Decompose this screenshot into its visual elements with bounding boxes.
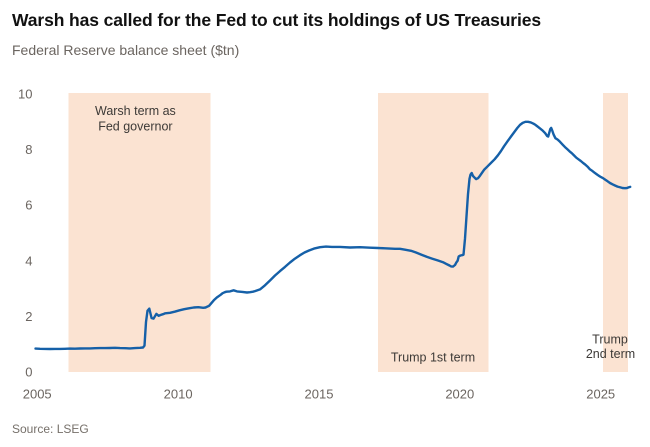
svg-text:2nd term: 2nd term [586, 347, 635, 361]
svg-text:0: 0 [25, 364, 32, 379]
svg-text:10: 10 [18, 87, 32, 102]
svg-text:8: 8 [25, 142, 32, 157]
svg-text:Warsh term as: Warsh term as [95, 104, 176, 118]
svg-text:Trump 1st term: Trump 1st term [391, 351, 475, 365]
svg-text:Trump: Trump [592, 333, 628, 347]
svg-text:2005: 2005 [23, 387, 52, 402]
svg-text:2: 2 [25, 309, 32, 324]
svg-text:6: 6 [25, 198, 32, 213]
svg-text:2010: 2010 [164, 387, 193, 402]
svg-text:Fed governor: Fed governor [98, 120, 172, 134]
svg-text:4: 4 [25, 253, 32, 268]
svg-text:2015: 2015 [305, 387, 334, 402]
svg-text:2025: 2025 [586, 387, 615, 402]
svg-text:2020: 2020 [445, 387, 474, 402]
